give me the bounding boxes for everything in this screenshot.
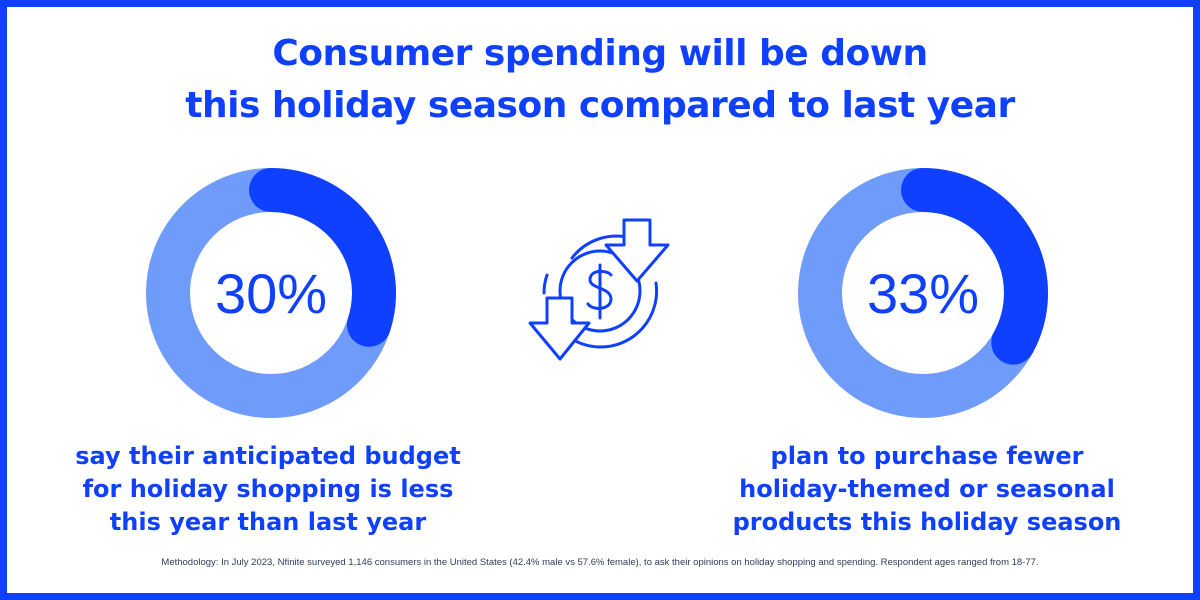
- dollar-circle-down-arrows-icon: [528, 218, 670, 361]
- title-line-2: this holiday season compared to last yea…: [185, 85, 1015, 126]
- percent-label-seasonal: 33%: [866, 261, 980, 325]
- caption-budget: say their anticipated budget for holiday…: [38, 440, 498, 539]
- donut-svg-budget: [146, 168, 396, 418]
- title-line-1: Consumer spending will be down: [272, 33, 928, 74]
- methodology-note: Methodology: In July 2023, Nfinite surve…: [161, 557, 1039, 568]
- donut-segment-budget: [249, 168, 396, 347]
- caption-seasonal: plan to purchase fewer holiday-themed or…: [697, 440, 1157, 539]
- page-title: Consumer spending will be down this holi…: [0, 28, 1200, 132]
- caption-seasonal-line-2: holiday-themed or seasonal: [739, 475, 1115, 503]
- donut-chart-seasonal: 33%: [798, 168, 1048, 418]
- caption-seasonal-line-3: products this holiday season: [732, 508, 1122, 536]
- donut-segment-seasonal: [901, 168, 1048, 365]
- donut-chart-budget: 30%: [146, 168, 396, 418]
- donut-svg-seasonal: [798, 168, 1048, 418]
- percent-label-budget: 30%: [214, 261, 328, 325]
- caption-seasonal-line-1: plan to purchase fewer: [770, 442, 1084, 470]
- caption-budget-line-2: for holiday shopping is less: [82, 475, 454, 503]
- caption-budget-line-3: this year than last year: [109, 508, 427, 536]
- caption-budget-line-1: say their anticipated budget: [75, 442, 461, 470]
